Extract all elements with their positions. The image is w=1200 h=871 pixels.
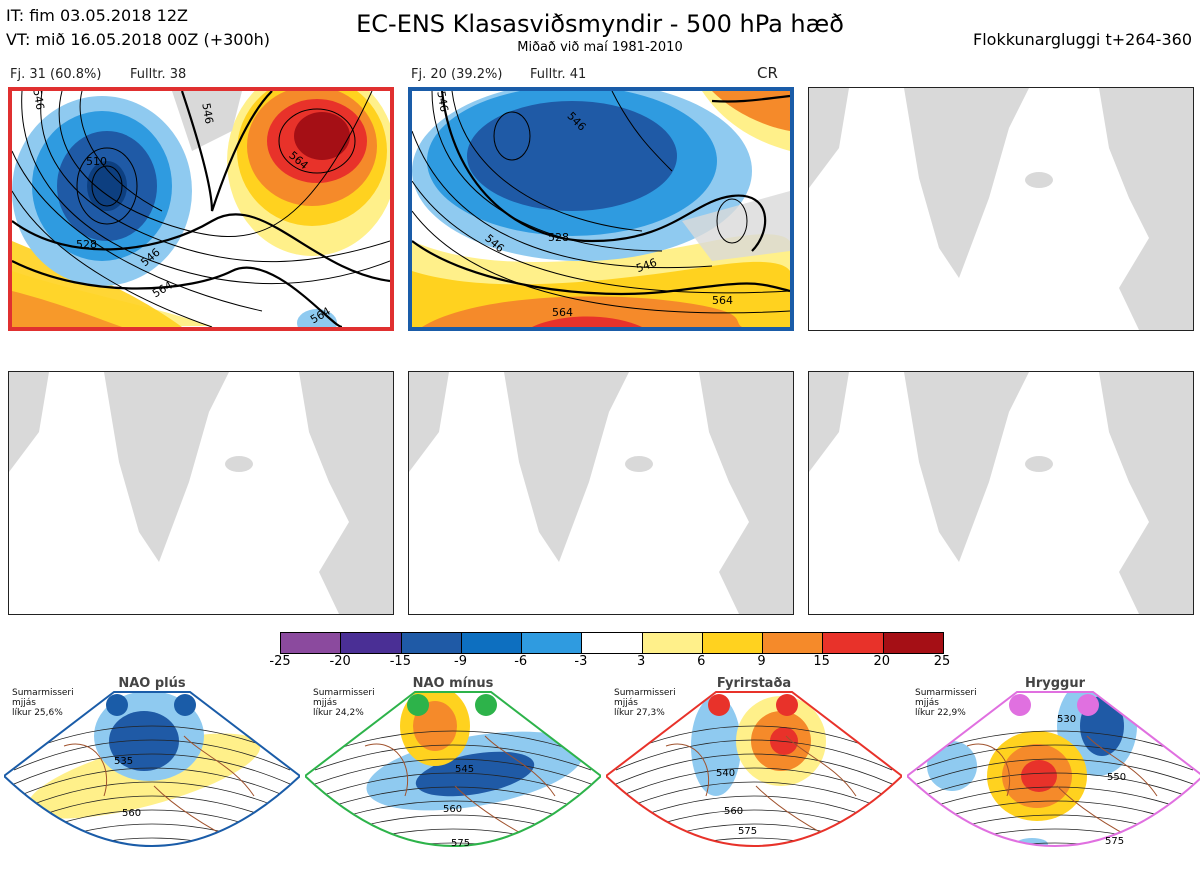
regime-contour-label: 560 [122, 808, 142, 819]
regime-mean: mjjás [614, 698, 638, 708]
regime-marker-left [708, 694, 730, 716]
colorbar-segment [763, 633, 824, 653]
regime-mean: mjjás [915, 698, 939, 708]
colorbar-tick-label: 20 [873, 654, 891, 669]
cluster-1-rep: Fulltr. 38 [130, 67, 187, 82]
valid-time: VT: mið 16.05.2018 00Z (+300h) [6, 30, 271, 49]
colorbar-segment [522, 633, 583, 653]
cluster-1-label: Fj. 31 (60.8%) [10, 67, 102, 82]
regime-season: Sumarmisseri [313, 688, 375, 698]
empty-map-3 [808, 87, 1194, 331]
colorbar-segment [281, 633, 342, 653]
colorbar-tick-label: -3 [574, 654, 588, 669]
cluster-map-1: 510 528 546 564 546 564 564 546 [8, 87, 394, 331]
contour-label: 564 [712, 294, 733, 307]
contour-label: 510 [86, 155, 107, 168]
regime-panel: NAO plús Sumarmisseri mjjás líkur 25,6% … [4, 676, 300, 868]
colorbar-segment [582, 633, 643, 653]
regime-probability: líkur 22,9% [915, 708, 966, 718]
regime-contour-label: 560 [443, 804, 463, 815]
colorbar-tick-label: 15 [813, 654, 830, 669]
regime-name: Hryggur [1024, 676, 1086, 691]
regime-contour-label: 575 [1105, 836, 1125, 847]
colorbar-tick-label: 9 [757, 654, 766, 669]
regime-probability: líkur 24,2% [313, 708, 364, 718]
cluster-2-label: Fj. 20 (39.2%) [411, 67, 503, 82]
cluster-map-2: 546 546 546 528 546 564 564 [408, 87, 794, 331]
empty-map-4 [8, 371, 394, 615]
contour-label: 528 [76, 238, 97, 251]
regime-marker-left [407, 694, 429, 716]
colorbar-segment [642, 633, 703, 653]
colorbar-tick-label: -25 [269, 654, 291, 669]
regime-marker-left [106, 694, 128, 716]
colorbar-segment [461, 633, 523, 653]
regime-marker-left [1009, 694, 1031, 716]
regime-contour-label: 540 [716, 768, 736, 779]
regime-marker-right [776, 694, 798, 716]
regime-mean: mjjás [313, 698, 337, 708]
colorbar-tick-label: -20 [329, 654, 351, 669]
regime-contour-label: 545 [455, 764, 475, 775]
regime-marker-right [1077, 694, 1099, 716]
regime-panel: Hryggur Sumarmisseri mjjás líkur 22,9% 5… [907, 676, 1200, 868]
regime-marker-right [174, 694, 196, 716]
colorbar-segment [401, 633, 462, 653]
contour-label: 564 [552, 306, 573, 319]
empty-map-6 [808, 371, 1194, 615]
colorbar-tick-label: -6 [514, 654, 528, 669]
regime-probability: líkur 25,6% [12, 708, 63, 718]
regime-marker-right [475, 694, 497, 716]
regime-season: Sumarmisseri [12, 688, 74, 698]
colorbar-segment [341, 633, 402, 653]
colorbar-tick-label: 6 [697, 654, 706, 669]
colorbar-tick-label: -9 [454, 654, 468, 669]
colorbar-segment [702, 633, 764, 653]
initial-time: IT: fim 03.05.2018 12Z [6, 6, 188, 25]
page-subtitle: Miðað við maí 1981-2010 [517, 40, 683, 55]
page-title: EC-ENS Klasasviðsmyndir - 500 hPa hæð [356, 10, 844, 38]
regime-name: Fyrirstaða [716, 676, 792, 691]
regime-panel: NAO mínus Sumarmisseri mjjás líkur 24,2%… [305, 676, 601, 868]
regime-season: Sumarmisseri [915, 688, 977, 698]
regime-panel: Fyrirstaða Sumarmisseri mjjás líkur 27,3… [606, 676, 902, 868]
cluster-2-regime-code: CR [757, 64, 778, 82]
regime-contour-label: 560 [724, 806, 744, 817]
colorbar-segment [823, 633, 884, 653]
regime-name: NAO mínus [412, 676, 494, 691]
colorbar-segment [883, 633, 943, 653]
regime-probability: líkur 27,3% [614, 708, 665, 718]
regime-contour-label: 535 [114, 756, 134, 767]
regime-name: NAO plús [118, 676, 186, 691]
regime-mean: mjjás [12, 698, 36, 708]
colorbar-tick-label: 25 [933, 654, 951, 669]
colorbar [280, 632, 944, 654]
empty-map-5 [408, 371, 794, 615]
regime-contour-label: 575 [738, 826, 758, 837]
regime-contour-label: 550 [1107, 772, 1127, 783]
cluster-window: Flokkunargluggi t+264-360 [973, 30, 1192, 49]
colorbar-tick-label: -15 [389, 654, 411, 669]
regime-contour-label: 575 [451, 838, 471, 849]
colorbar-ticks: -25 -20 -15 -9 -6 -3 3 6 9 15 20 25 [269, 654, 950, 672]
regime-contour-label: 530 [1057, 714, 1077, 725]
contour-label: 528 [548, 231, 569, 244]
colorbar-tick-label: 3 [636, 654, 646, 669]
cluster-2-rep: Fulltr. 41 [530, 67, 587, 82]
regime-season: Sumarmisseri [614, 688, 676, 698]
